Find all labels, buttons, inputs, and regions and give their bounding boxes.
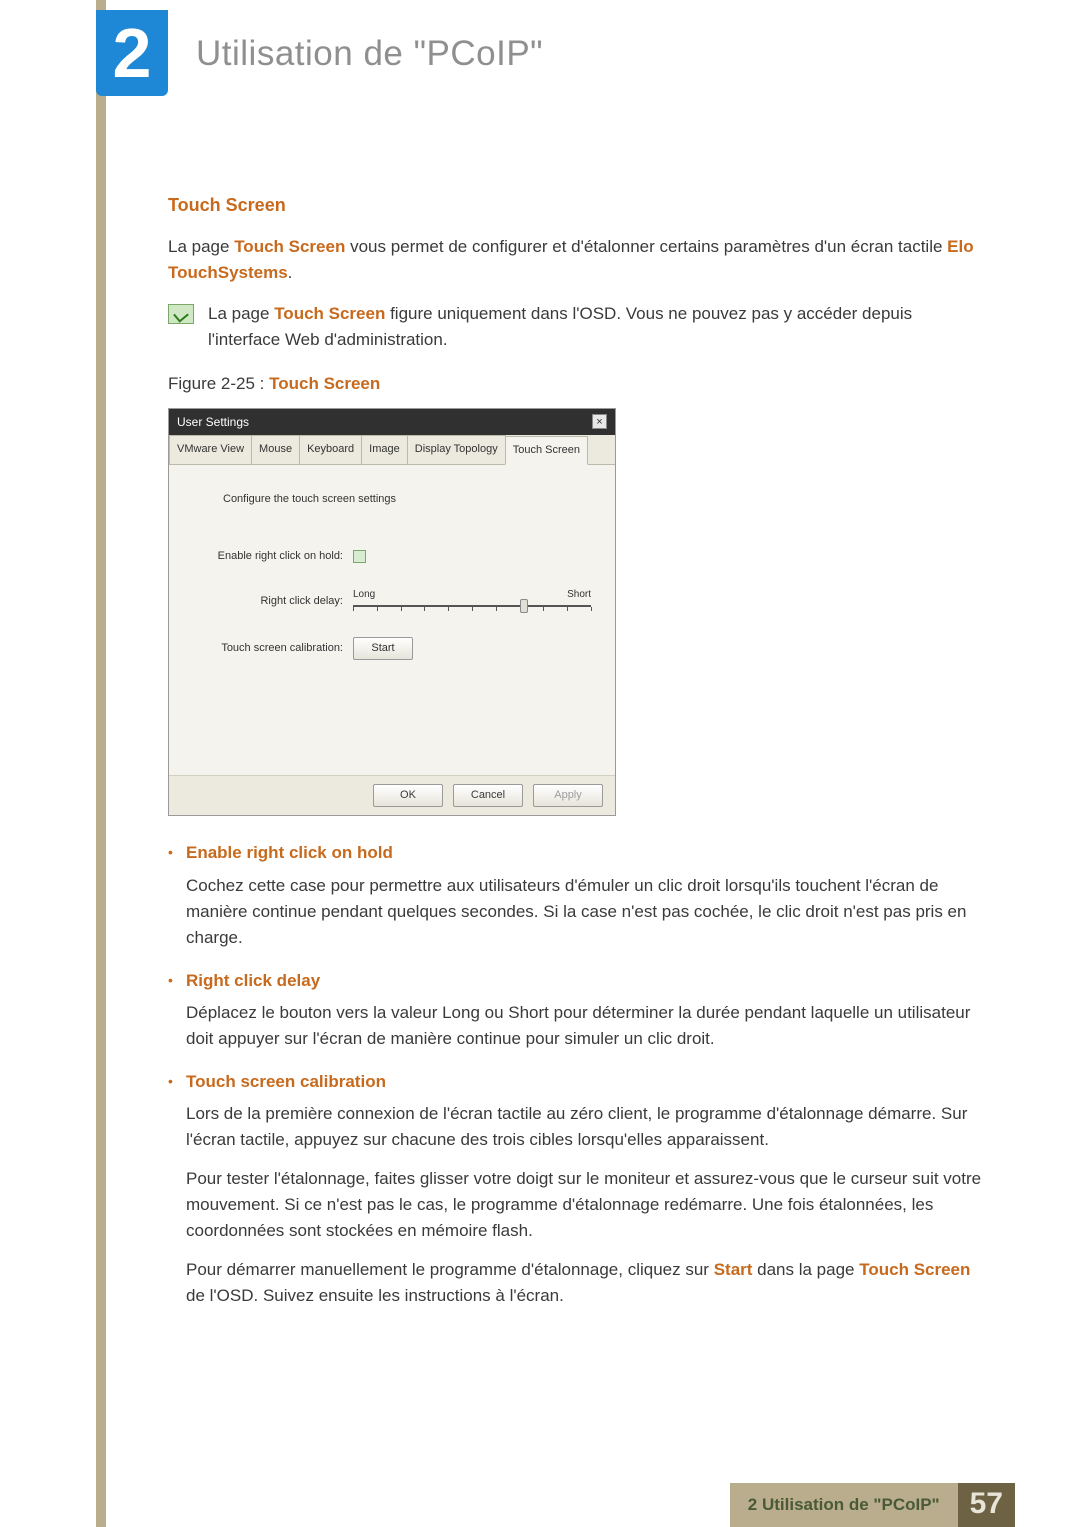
text: de l'OSD. Suivez ensuite les instruction… xyxy=(186,1286,564,1305)
ok-button[interactable]: OK xyxy=(373,784,443,807)
slider-thumb[interactable] xyxy=(520,599,528,613)
item-title: Right click delay xyxy=(186,968,988,994)
page-number: 57 xyxy=(958,1483,1015,1527)
label-calibration: Touch screen calibration: xyxy=(193,640,353,657)
tab-vmware-view[interactable]: VMware View xyxy=(169,435,252,464)
label-enable-right-click: Enable right click on hold: xyxy=(193,548,353,565)
chapter-number-badge: 2 xyxy=(96,10,168,96)
item-text: Lors de la première connexion de l'écran… xyxy=(186,1101,988,1154)
page-footer: 2 Utilisation de "PCoIP" 57 xyxy=(0,1477,1080,1527)
item-text: Déplacez le bouton vers la valeur Long o… xyxy=(186,1000,988,1053)
highlight-start: Start xyxy=(714,1260,753,1279)
text: La page xyxy=(208,304,274,323)
apply-button[interactable]: Apply xyxy=(533,784,603,807)
note-text: La page Touch Screen figure uniquement d… xyxy=(208,301,988,354)
window-title: User Settings xyxy=(177,413,249,432)
chapter-title: Utilisation de "PCoIP" xyxy=(196,34,543,74)
item-text: Pour démarrer manuellement le programme … xyxy=(186,1257,988,1310)
intro-paragraph: La page Touch Screen vous permet de conf… xyxy=(168,234,988,287)
text: La page xyxy=(168,237,234,256)
tab-display-topology[interactable]: Display Topology xyxy=(407,435,506,464)
item-text: Pour tester l'étalonnage, faites glisser… xyxy=(186,1166,988,1245)
figure-name: Touch Screen xyxy=(269,374,380,393)
item-title: Enable right click on hold xyxy=(186,840,988,866)
close-icon[interactable]: × xyxy=(592,414,607,429)
slider-label-short: Short xyxy=(567,587,591,603)
highlight-touch-screen: Touch Screen xyxy=(274,304,385,323)
note-block: La page Touch Screen figure uniquement d… xyxy=(168,301,988,354)
text: Pour démarrer manuellement le programme … xyxy=(186,1260,714,1279)
tab-touch-screen[interactable]: Touch Screen xyxy=(505,436,588,465)
item-text: Cochez cette case pour permettre aux uti… xyxy=(186,873,988,952)
text: . xyxy=(288,263,293,282)
text: vous permet de configurer et d'étalonner… xyxy=(345,237,947,256)
panel-heading: Configure the touch screen settings xyxy=(193,491,591,508)
highlight-touch-screen: Touch Screen xyxy=(859,1260,970,1279)
screenshot-user-settings: User Settings × VMware View Mouse Keyboa… xyxy=(168,408,616,817)
list-item: Touch screen calibration Lors de la prem… xyxy=(186,1069,988,1310)
tab-bar: VMware View Mouse Keyboard Image Display… xyxy=(169,435,615,465)
start-button[interactable]: Start xyxy=(353,637,413,660)
window-titlebar: User Settings × xyxy=(169,409,615,436)
figure-caption: Figure 2-25 : Touch Screen xyxy=(168,371,988,397)
label-right-click-delay: Right click delay: xyxy=(193,593,353,610)
slider-label-long: Long xyxy=(353,587,375,603)
cancel-button[interactable]: Cancel xyxy=(453,784,523,807)
note-icon xyxy=(168,304,194,324)
list-item: Enable right click on hold Cochez cette … xyxy=(186,840,988,951)
section-heading: Touch Screen xyxy=(168,192,988,220)
tab-image[interactable]: Image xyxy=(361,435,408,464)
slider-right-click-delay[interactable]: Long Short xyxy=(353,587,591,615)
list-item: Right click delay Déplacez le bouton ver… xyxy=(186,968,988,1053)
side-stripe xyxy=(96,0,106,1527)
item-title: Touch screen calibration xyxy=(186,1069,988,1095)
tab-keyboard[interactable]: Keyboard xyxy=(299,435,362,464)
highlight-touch-screen: Touch Screen xyxy=(234,237,345,256)
checkbox-enable-right-click[interactable] xyxy=(353,550,366,563)
footer-chapter-label: 2 Utilisation de "PCoIP" xyxy=(730,1483,958,1527)
slider-track xyxy=(353,605,591,607)
text: dans la page xyxy=(752,1260,859,1279)
tab-mouse[interactable]: Mouse xyxy=(251,435,300,464)
figure-label: Figure 2-25 : xyxy=(168,374,269,393)
